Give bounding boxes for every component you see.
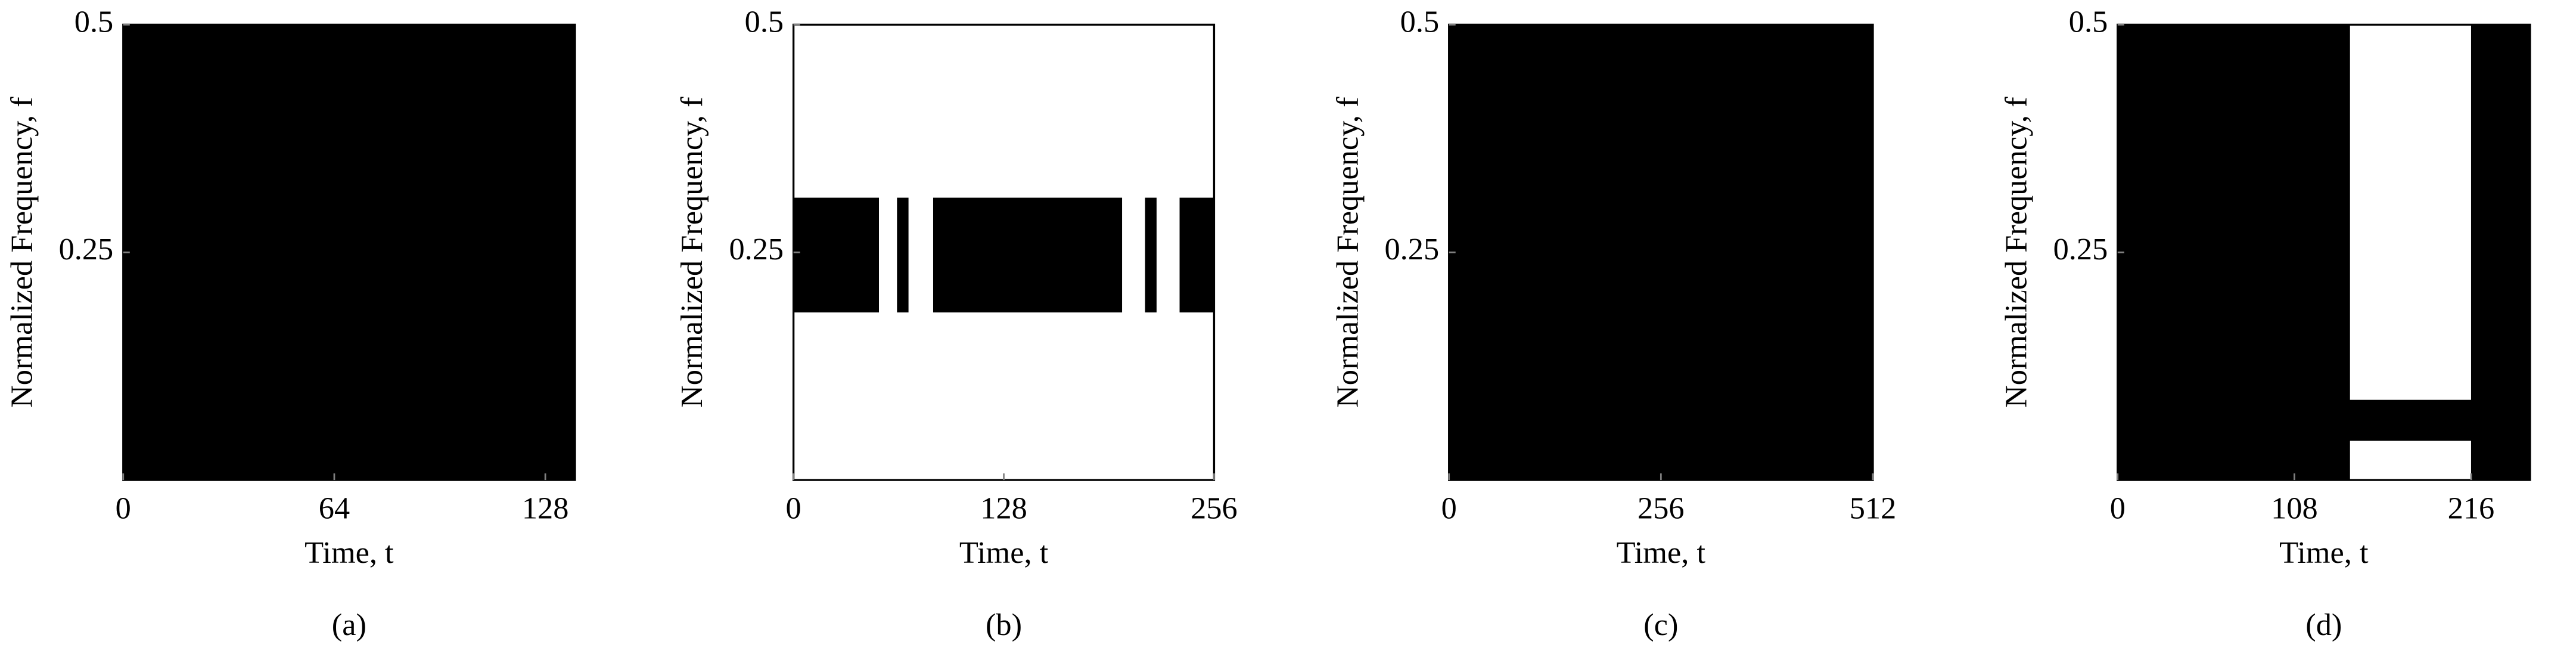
y-axis-label: Normalized Frequency, f [675,97,709,408]
panel-label: (b) [986,608,1022,642]
x-axis-label: Time, t [959,535,1049,570]
region [2350,24,2471,400]
x-tick-label: 0 [116,491,131,525]
y-tick-label: 0.25 [59,232,114,267]
y-tick-label: 0.25 [729,232,784,267]
region [1145,197,1157,313]
x-axis-label: Time, t [2279,535,2369,570]
x-tick-label: 512 [1850,491,1897,525]
y-tick-label: 0.5 [74,4,113,39]
x-tick-label: 256 [1191,491,1238,525]
region [2350,441,2471,481]
region [793,197,880,313]
region [897,197,909,313]
x-axis-label: Time, t [1617,535,1706,570]
plot-background [1449,24,1873,481]
panel-label: (d) [2305,608,2342,642]
x-tick-label: 0 [786,491,801,525]
y-tick-label: 0.25 [1384,232,1439,267]
x-axis-label: Time, t [304,535,394,570]
panel-label: (c) [1643,608,1678,642]
plot-background [123,24,575,481]
region [1179,197,1214,313]
y-tick-label: 0.5 [2069,4,2108,39]
y-axis-label: Normalized Frequency, f [1330,97,1365,408]
y-axis-label: Normalized Frequency, f [4,97,39,408]
x-tick-label: 64 [319,491,350,525]
x-tick-label: 128 [980,491,1027,525]
region [933,197,1123,313]
y-tick-label: 0.5 [1400,4,1439,39]
x-tick-label: 108 [2271,491,2318,525]
x-tick-label: 128 [522,491,569,525]
x-tick-label: 216 [2448,491,2495,525]
y-tick-label: 0.5 [745,4,784,39]
y-tick-label: 0.25 [2053,232,2108,267]
y-axis-label: Normalized Frequency, f [1999,97,2033,408]
panel-label: (a) [332,608,366,642]
x-tick-label: 256 [1637,491,1685,525]
x-tick-label: 0 [2110,491,2126,525]
x-tick-label: 0 [1441,491,1457,525]
